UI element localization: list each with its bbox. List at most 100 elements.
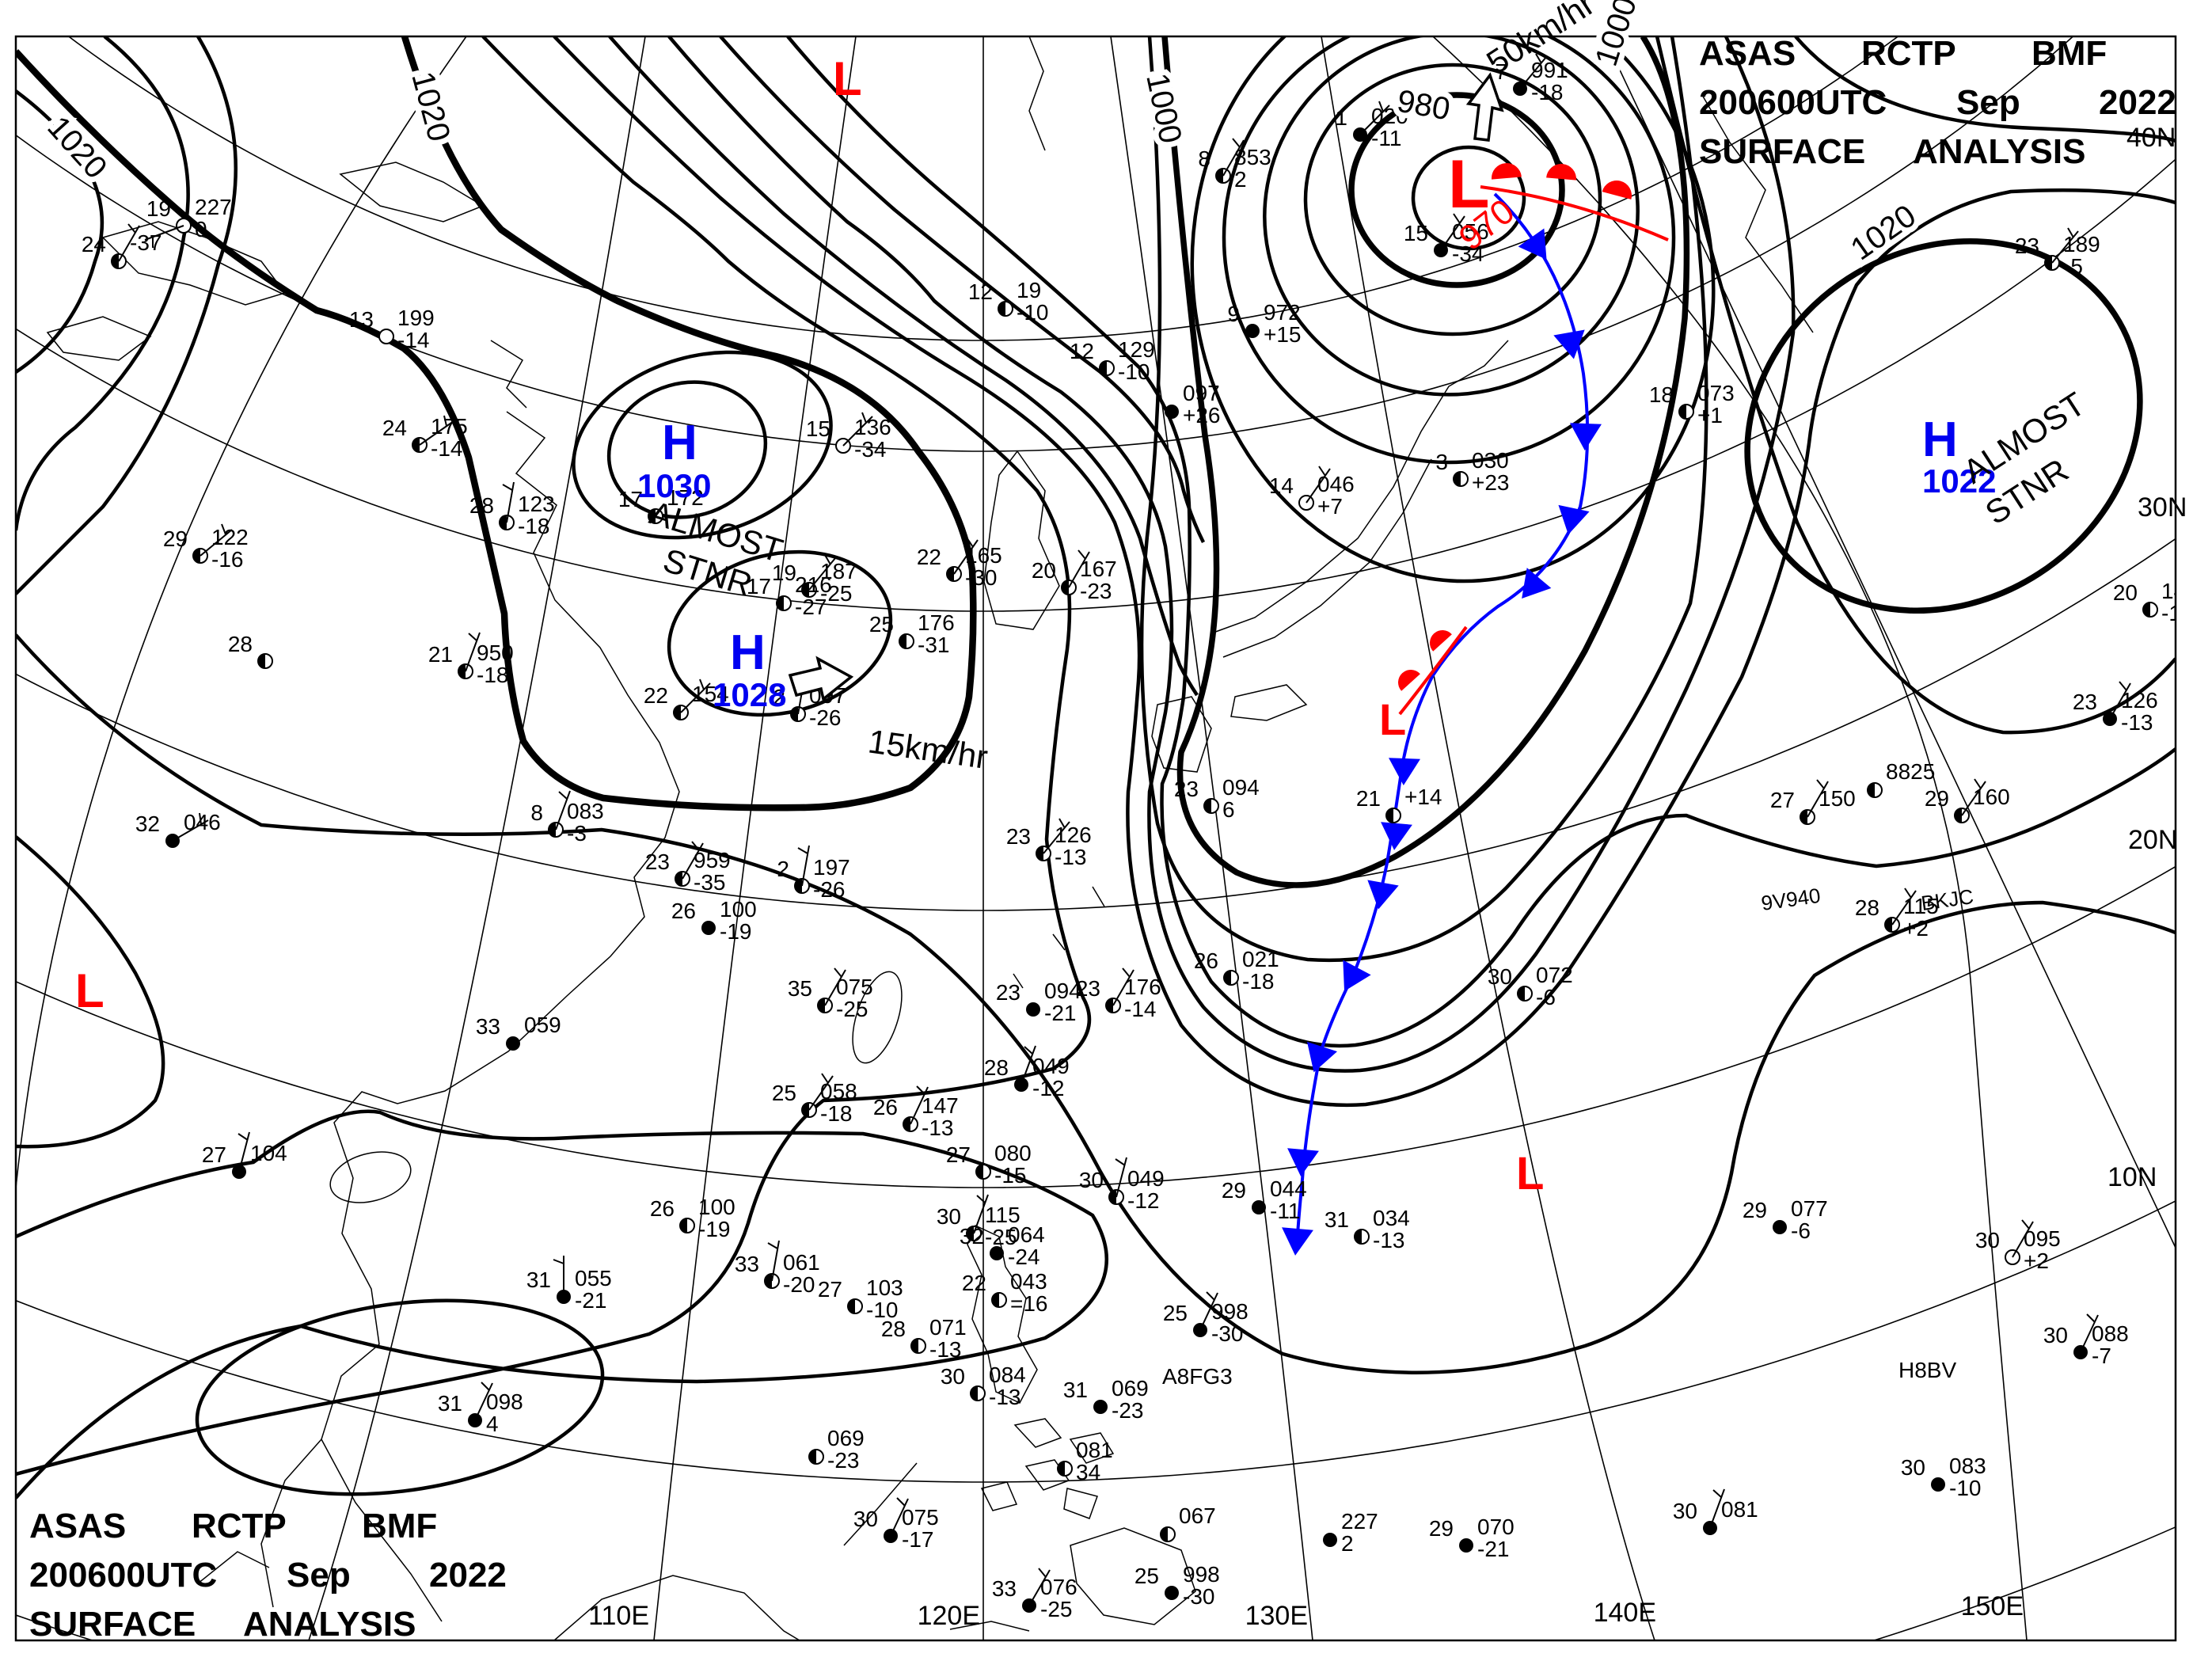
svg-text:-15: -15 bbox=[994, 1163, 1026, 1188]
svg-text:-26: -26 bbox=[813, 877, 845, 902]
svg-text:27: 27 bbox=[1770, 788, 1795, 812]
svg-text:31: 31 bbox=[1063, 1378, 1088, 1402]
svg-text:020: 020 bbox=[1371, 104, 1408, 128]
svg-text:-7: -7 bbox=[2092, 1344, 2111, 1368]
svg-text:-13: -13 bbox=[989, 1385, 1020, 1409]
svg-text:049: 049 bbox=[1127, 1166, 1165, 1191]
svg-text:034: 034 bbox=[1373, 1206, 1410, 1230]
svg-text:23: 23 bbox=[1006, 824, 1031, 849]
svg-text:ASAS: ASAS bbox=[1699, 34, 1796, 73]
svg-text:959: 959 bbox=[694, 848, 731, 872]
svg-text:-11: -11 bbox=[1371, 126, 1401, 150]
svg-text:147: 147 bbox=[922, 1093, 959, 1118]
svg-text:-13: -13 bbox=[929, 1337, 961, 1362]
svg-text:13: 13 bbox=[349, 307, 374, 332]
svg-text:-13: -13 bbox=[922, 1116, 953, 1140]
svg-text:33: 33 bbox=[992, 1576, 1017, 1601]
svg-text:23: 23 bbox=[1174, 777, 1199, 801]
svg-text:-13: -13 bbox=[1055, 845, 1086, 869]
svg-text:BMF: BMF bbox=[2031, 34, 2107, 73]
svg-text:31: 31 bbox=[1325, 1207, 1349, 1232]
svg-text:-12: -12 bbox=[1032, 1076, 1064, 1100]
svg-text:972: 972 bbox=[1264, 300, 1301, 325]
svg-text:12: 12 bbox=[968, 279, 993, 304]
svg-text:20: 20 bbox=[2113, 580, 2138, 605]
svg-text:998: 998 bbox=[1211, 1299, 1249, 1324]
svg-text:+23: +23 bbox=[1472, 470, 1510, 495]
svg-text:-6: -6 bbox=[1536, 985, 1556, 1009]
svg-text:33: 33 bbox=[476, 1014, 500, 1039]
svg-text:27: 27 bbox=[818, 1277, 842, 1302]
svg-text:28: 28 bbox=[881, 1317, 906, 1341]
svg-text:30: 30 bbox=[937, 1204, 961, 1229]
svg-text:-21: -21 bbox=[1044, 1001, 1076, 1025]
svg-text:049: 049 bbox=[1032, 1054, 1070, 1078]
svg-text:+14: +14 bbox=[1404, 785, 1442, 809]
svg-text:075: 075 bbox=[836, 975, 873, 999]
svg-text:30: 30 bbox=[1488, 964, 1512, 989]
svg-text:-10: -10 bbox=[1118, 359, 1150, 384]
svg-text:-30: -30 bbox=[965, 565, 997, 590]
svg-text:12: 12 bbox=[1070, 339, 1094, 363]
svg-text:7: 7 bbox=[1495, 59, 1507, 84]
svg-text:+26: +26 bbox=[1183, 403, 1221, 428]
svg-text:23: 23 bbox=[1076, 976, 1100, 1001]
svg-text:100: 100 bbox=[698, 1195, 735, 1219]
svg-text:8: 8 bbox=[530, 800, 543, 825]
svg-text:24: 24 bbox=[382, 416, 407, 440]
svg-text:L: L bbox=[1448, 146, 1490, 222]
svg-text:-21: -21 bbox=[575, 1288, 606, 1313]
svg-text:129: 129 bbox=[1118, 337, 1155, 362]
svg-text:853: 853 bbox=[1234, 145, 1271, 169]
svg-text:073: 073 bbox=[1697, 381, 1735, 405]
svg-text:22: 22 bbox=[917, 545, 941, 569]
svg-text:30: 30 bbox=[2043, 1323, 2068, 1347]
svg-text:10N: 10N bbox=[2107, 1162, 2157, 1192]
svg-text:-14: -14 bbox=[397, 328, 429, 352]
svg-text:-10: -10 bbox=[1949, 1476, 1981, 1500]
svg-text:26: 26 bbox=[671, 899, 696, 923]
svg-text:123: 123 bbox=[518, 492, 555, 516]
svg-text:130E: 130E bbox=[1245, 1601, 1308, 1631]
svg-text:-6: -6 bbox=[1791, 1218, 1811, 1243]
svg-text:167: 167 bbox=[1080, 557, 1117, 581]
svg-text:081: 081 bbox=[1721, 1497, 1758, 1522]
svg-text:H: H bbox=[730, 625, 766, 680]
svg-text:950: 950 bbox=[477, 640, 514, 665]
svg-text:115: 115 bbox=[985, 1203, 1020, 1227]
svg-text:2022: 2022 bbox=[429, 1556, 507, 1594]
svg-text:25: 25 bbox=[1163, 1301, 1188, 1325]
svg-text:23: 23 bbox=[996, 980, 1020, 1005]
svg-text:200600UTC: 200600UTC bbox=[29, 1556, 217, 1594]
svg-text:069: 069 bbox=[1112, 1376, 1149, 1401]
svg-text:1028: 1028 bbox=[713, 676, 786, 713]
svg-text:-23: -23 bbox=[1080, 579, 1112, 603]
svg-text:1030: 1030 bbox=[637, 467, 711, 504]
svg-text:2: 2 bbox=[773, 685, 785, 709]
svg-text:26: 26 bbox=[650, 1196, 675, 1221]
svg-text:-25: -25 bbox=[985, 1225, 1017, 1249]
svg-text:094: 094 bbox=[1222, 775, 1260, 800]
svg-text:076: 076 bbox=[1040, 1575, 1077, 1599]
svg-text:998: 998 bbox=[1183, 1562, 1220, 1587]
svg-text:081: 081 bbox=[1076, 1438, 1113, 1462]
svg-text:189: 189 bbox=[2063, 232, 2100, 257]
svg-text:29: 29 bbox=[1222, 1178, 1246, 1203]
svg-text:31: 31 bbox=[526, 1268, 551, 1292]
svg-text:-21: -21 bbox=[1477, 1537, 1509, 1561]
svg-text:088: 088 bbox=[2092, 1321, 2129, 1346]
svg-text:26: 26 bbox=[873, 1095, 898, 1119]
svg-text:083: 083 bbox=[567, 799, 604, 823]
svg-text:BMF: BMF bbox=[362, 1507, 437, 1545]
svg-text:25: 25 bbox=[869, 612, 894, 637]
svg-text:8: 8 bbox=[1198, 146, 1211, 171]
svg-text:28: 28 bbox=[228, 632, 253, 656]
svg-text:043: 043 bbox=[1010, 1269, 1047, 1294]
svg-text:4: 4 bbox=[486, 1412, 499, 1436]
svg-text:24: 24 bbox=[82, 232, 106, 257]
svg-text:20: 20 bbox=[1032, 558, 1056, 583]
svg-text:30: 30 bbox=[1079, 1168, 1104, 1192]
svg-text:ANALYSIS: ANALYSIS bbox=[243, 1605, 416, 1644]
svg-text:-18: -18 bbox=[477, 663, 508, 687]
svg-text:-26: -26 bbox=[809, 705, 841, 730]
